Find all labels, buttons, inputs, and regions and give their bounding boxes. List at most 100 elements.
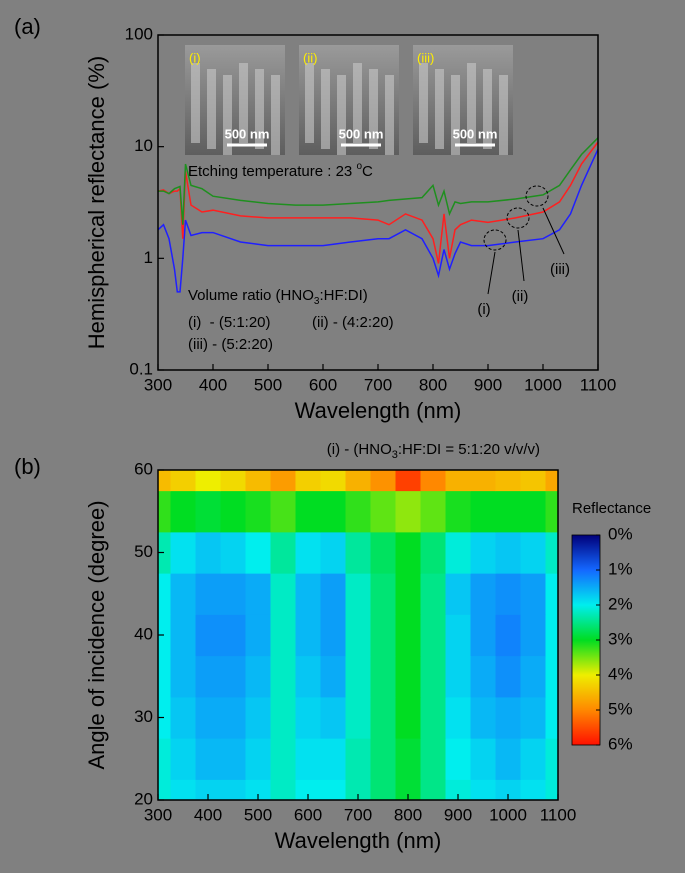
scale-bar-label: 500 nm bbox=[453, 126, 498, 141]
heat-cell bbox=[345, 490, 371, 533]
heat-cell bbox=[395, 779, 421, 800]
heat-cell bbox=[320, 696, 346, 739]
heat-cell bbox=[320, 470, 346, 492]
heat-cell bbox=[220, 738, 246, 780]
heat-cell bbox=[295, 655, 321, 698]
heat-cell bbox=[170, 779, 196, 800]
heat-cell bbox=[545, 531, 558, 574]
inset-label: (i) bbox=[189, 50, 201, 65]
heat-cell bbox=[520, 531, 546, 574]
heat-cell bbox=[370, 470, 396, 492]
heat-cell bbox=[158, 779, 171, 800]
x-tick-label: 700 bbox=[364, 375, 392, 394]
x-tick-label: 1000 bbox=[524, 375, 562, 394]
heat-cell bbox=[345, 531, 371, 574]
heat-cell bbox=[245, 655, 271, 698]
heat-cell bbox=[220, 573, 246, 615]
sem-pillar bbox=[337, 75, 346, 155]
heat-cell bbox=[420, 573, 446, 615]
heat-cell bbox=[158, 696, 171, 739]
x-tick-label: 1100 bbox=[540, 805, 577, 824]
legend-title-text: :HF:DI) bbox=[319, 287, 367, 304]
title-text: (i) - (HNO bbox=[327, 441, 392, 458]
heat-cell bbox=[345, 470, 371, 492]
heat-cell bbox=[245, 490, 271, 533]
heat-cell bbox=[495, 531, 521, 574]
heat-cell bbox=[270, 573, 296, 615]
plot-frame bbox=[157, 469, 559, 801]
heat-cell bbox=[295, 779, 321, 800]
inset-label: (ii) bbox=[303, 50, 317, 65]
heat-cell bbox=[420, 696, 446, 739]
heat-cell bbox=[195, 655, 221, 698]
heat-cell bbox=[320, 655, 346, 698]
heat-cell bbox=[170, 531, 196, 574]
heat-cell bbox=[545, 614, 558, 657]
etching-note: Etching temperature : 23 oC bbox=[188, 161, 373, 180]
heat-cell bbox=[270, 470, 296, 492]
heat-cell bbox=[195, 779, 221, 800]
y-tick-label: 40 bbox=[134, 624, 153, 643]
heat-cell bbox=[345, 655, 371, 698]
heat-cell bbox=[520, 655, 546, 698]
callout-arrow bbox=[542, 207, 565, 255]
legend-entry: (iii) - (5:2:20) bbox=[188, 336, 273, 353]
colorbar-label: 4% bbox=[608, 664, 633, 683]
heat-cell bbox=[520, 779, 546, 800]
sem-image bbox=[299, 45, 399, 155]
legend-title-sub: 3 bbox=[314, 296, 320, 307]
sem-pillar bbox=[499, 75, 508, 155]
heat-cell bbox=[345, 779, 371, 800]
heat-cell bbox=[445, 614, 471, 657]
note-sup: o bbox=[356, 161, 362, 172]
heat-cell bbox=[445, 738, 471, 780]
sem-pillar bbox=[483, 69, 492, 149]
y-tick-label: 30 bbox=[134, 707, 153, 726]
x-axis-label: Wavelength (nm) bbox=[275, 828, 442, 853]
x-tick-label: 800 bbox=[394, 805, 422, 824]
y-tick-label: 100 bbox=[125, 24, 153, 43]
callout-circle bbox=[525, 185, 549, 207]
heat-cell bbox=[520, 573, 546, 615]
sem-pillar bbox=[467, 63, 476, 143]
x-tick-label: 900 bbox=[474, 375, 502, 394]
heat-cell bbox=[195, 531, 221, 574]
heat-cell bbox=[295, 531, 321, 574]
heat-cell bbox=[495, 779, 521, 800]
colorbar-label: 2% bbox=[608, 594, 633, 613]
x-tick-label: 300 bbox=[144, 375, 172, 394]
legend-title: Volume ratio (HNO3:HF:DI) bbox=[188, 287, 368, 307]
heat-cell bbox=[345, 696, 371, 739]
heat-cell bbox=[158, 470, 171, 492]
heat-cell bbox=[545, 490, 558, 533]
heat-cell bbox=[245, 779, 271, 800]
y-tick-label: 10 bbox=[134, 136, 153, 155]
colorbar-label: 3% bbox=[608, 629, 633, 648]
heat-cell bbox=[245, 470, 271, 492]
heat-cell bbox=[220, 779, 246, 800]
colorbar-label: 1% bbox=[608, 559, 633, 578]
contour-title: (i) - (HNO3:HF:DI = 5:1:20 v/v/v) bbox=[327, 441, 540, 461]
title-text: :HF:DI = 5:1:20 v/v/v) bbox=[398, 441, 540, 458]
sem-pillar bbox=[223, 75, 232, 155]
data-line bbox=[157, 148, 599, 293]
heat-cell bbox=[158, 655, 171, 698]
sem-pillar bbox=[191, 63, 200, 143]
heat-cell bbox=[520, 696, 546, 739]
x-tick-label: 700 bbox=[344, 805, 372, 824]
heat-cell bbox=[158, 573, 171, 615]
heat-cell bbox=[158, 531, 171, 574]
heat-cell bbox=[295, 470, 321, 492]
heat-cell bbox=[470, 531, 496, 574]
heat-cell bbox=[220, 614, 246, 657]
x-tick-label: 400 bbox=[194, 805, 222, 824]
sem-pillar bbox=[385, 75, 394, 155]
heat-cell bbox=[445, 470, 471, 492]
x-tick-label: 500 bbox=[244, 805, 272, 824]
heat-cell bbox=[195, 738, 221, 780]
panel-label: (a) bbox=[14, 14, 41, 39]
colorbar bbox=[571, 534, 601, 746]
heat-cell bbox=[295, 573, 321, 615]
callout-circle bbox=[483, 229, 507, 251]
